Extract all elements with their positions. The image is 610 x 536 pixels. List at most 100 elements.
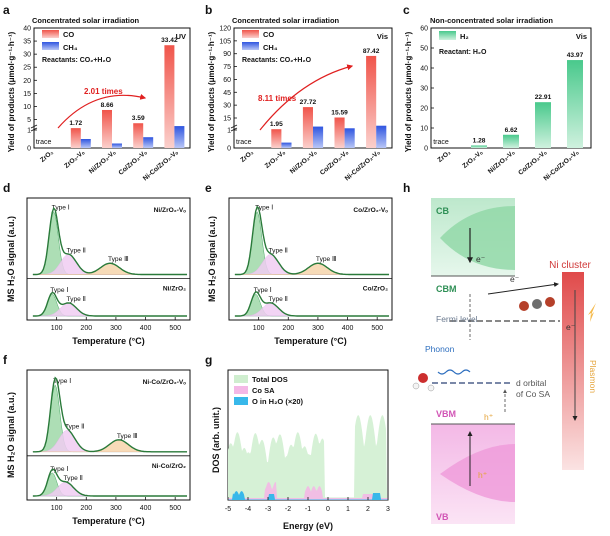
panel-f: MS H₂O signal (a.u.) Type Ⅰ Type Ⅱ Type Ⅲ Ni… xyxy=(6,369,191,526)
panel-b-ytick-label: 75 xyxy=(223,64,231,71)
panel-b-bar-secondary xyxy=(344,128,355,148)
panel-a-bar-secondary xyxy=(80,139,91,148)
panel-label-d: d xyxy=(3,181,10,195)
panel-c-ytick-label: 0 xyxy=(424,146,428,153)
panel-f-xtick-label: 100 xyxy=(51,505,63,512)
panel-a-value-label: 3.59 xyxy=(132,115,145,122)
panel-b-category-label: Ni/ZrO₂-Vₒ xyxy=(289,149,319,175)
panel-e-ylabel: MS H₂O signal (a.u.) xyxy=(207,216,217,302)
panel-g-legend-co-swatch xyxy=(234,386,248,394)
panel-b-legend-ch4-swatch xyxy=(242,42,259,50)
phonon-wave-icon xyxy=(437,369,471,375)
panel-a-ytick-label: 20 xyxy=(23,78,31,85)
panel-f-peak-label: Type Ⅰ xyxy=(53,378,71,385)
panel-e-peak-label: Type Ⅱ xyxy=(268,296,287,303)
panel-a-ylabel: Yield of products (μmol·g⁻¹·h⁻¹) xyxy=(7,31,16,152)
panel-a-bar-secondary xyxy=(112,143,122,148)
panel-b-value-label: 27.72 xyxy=(300,99,317,106)
panel-e-xtick-label: 500 xyxy=(371,325,383,332)
panel-g-legend-co: Co SA xyxy=(252,386,275,395)
panel-f-xtick-label: 200 xyxy=(80,505,92,512)
panel-a-category-label: ZrO₂ xyxy=(39,149,55,164)
panel-e-xlabel: Temperature (°C) xyxy=(274,336,346,346)
panel-g-co-dos xyxy=(228,482,388,500)
panel-f-peak-area xyxy=(32,384,188,453)
panel-b-category-label: Co/ZrO₂-Vₒ xyxy=(319,149,350,177)
panel-d-peak-label: Type Ⅱ xyxy=(66,296,85,303)
panel-c-category-label: ZrO₂-Vₒ xyxy=(461,149,484,170)
panel-b-value-label: 1.95 xyxy=(270,121,283,128)
panel-b-trace-label: trace xyxy=(236,139,252,146)
panel-c-ytick-label: 50 xyxy=(420,46,428,53)
panel-a-category-label: Co/ZrO₂-Vₒ xyxy=(117,149,148,177)
panel-a-title: Concentrated solar irradiation xyxy=(32,16,140,25)
panel-e: MS H₂O signal (a.u.) Type Ⅰ Type Ⅱ Type Ⅲ Co… xyxy=(207,197,393,346)
co2-oxygen-atom xyxy=(519,301,529,311)
panel-d-peak-label: Type Ⅱ xyxy=(66,247,85,254)
panel-a-bar-secondary xyxy=(143,137,154,148)
panel-b-legend-ch4: CH₄ xyxy=(263,43,278,52)
d-orbital-label-2: of Co SA xyxy=(516,389,550,399)
panel-c-value-label: 22.91 xyxy=(535,94,552,101)
co2-oxygen-atom-2 xyxy=(545,297,555,307)
panel-a-category-label: Ni/ZrO₂-Vₒ xyxy=(88,149,118,175)
panel-c-ytick-label: 20 xyxy=(420,106,428,113)
panel-f-sample-label: Ni-Co/ZrO₂ xyxy=(152,463,186,470)
panel-a-ratio: 2.01 times xyxy=(84,87,123,96)
co2-carbon-atom xyxy=(532,299,542,309)
ni-electron-label-2: e⁻ xyxy=(566,322,575,332)
panel-d-sample-label: Ni/ZrO₂ xyxy=(163,286,186,293)
panel-b-ytick-label: 90 xyxy=(223,51,231,58)
panel-g-xlabel: Energy (eV) xyxy=(283,521,333,531)
panel-f-ylabel: MS H₂O signal (a.u.) xyxy=(6,392,16,478)
panel-d-sample-label: Ni/ZrO₂-Vₒ xyxy=(154,207,187,214)
vbm-hole-label: h⁺ xyxy=(484,412,493,422)
panel-b: Concentrated solar irradiation Yield of … xyxy=(207,16,393,182)
panel-g-xtick-label: -5 xyxy=(225,506,231,513)
panel-a-bar-primary xyxy=(133,123,144,148)
panel-b-bar-primary xyxy=(302,107,313,148)
panel-b-tag: Vis xyxy=(377,32,388,41)
panel-g-xtick-label: -2 xyxy=(285,506,291,513)
panel-g-xtick-label: 2 xyxy=(366,506,370,513)
panel-g-ylabel: DOS (arb. unit.) xyxy=(211,407,221,473)
plasmon-label: Plasmon xyxy=(588,360,598,393)
panel-c-value-label: 6.62 xyxy=(505,127,518,134)
panel-a-value-label: 8.66 xyxy=(101,102,114,109)
panel-b-bar-primary xyxy=(334,117,345,148)
vb-dos-shape xyxy=(440,444,515,502)
cb-dos-shape xyxy=(440,206,515,270)
panel-a-value-label: 1.72 xyxy=(69,120,82,127)
panel-a-bar-primary xyxy=(164,45,175,149)
panel-d-peak-label: Type Ⅰ xyxy=(52,205,70,212)
panel-a-legend-co-swatch xyxy=(42,30,59,38)
panel-a: Concentrated solar irradiation Yield of … xyxy=(7,16,191,182)
panel-e-sample-label: Co/ZrO₂ xyxy=(363,286,388,293)
panel-f-frame xyxy=(26,369,191,501)
panel-a-trace-label: trace xyxy=(36,139,52,146)
ni-cluster-label: Ni cluster xyxy=(549,260,591,271)
panel-b-ratio: 8.11 times xyxy=(258,94,297,103)
panel-label-f: f xyxy=(3,353,8,367)
panel-c-bar-primary xyxy=(471,145,487,148)
cb-label: CB xyxy=(436,206,449,216)
panel-d-xtick-label: 100 xyxy=(51,325,63,332)
panel-c-trace-label: trace xyxy=(433,139,449,146)
panel-c: Non-concentrated solar irradiation Yield… xyxy=(404,16,592,182)
panel-f-signal-line xyxy=(32,468,187,497)
panel-b-ytick-label: 120 xyxy=(219,26,231,33)
panel-c-title: Non-concentrated solar irradiation xyxy=(430,16,553,25)
panel-f-peak-label: Type Ⅱ xyxy=(64,475,83,482)
vb-hole-label: h⁺ xyxy=(478,470,487,480)
panel-a-reactants: Reactants: CO₂+H₂O xyxy=(42,57,112,64)
panel-a-legend-co: CO xyxy=(63,30,74,39)
ni-cluster-bar xyxy=(562,272,584,470)
panel-c-bar-primary xyxy=(503,134,519,148)
panel-c-bar-primary xyxy=(567,60,583,149)
panel-b-value-label: 15.59 xyxy=(331,109,348,116)
h2o-oxygen-atom xyxy=(418,373,428,383)
panel-g-xtick-label: 3 xyxy=(386,506,390,513)
panel-b-axis-break xyxy=(230,124,238,132)
panel-d-frame xyxy=(26,197,191,321)
